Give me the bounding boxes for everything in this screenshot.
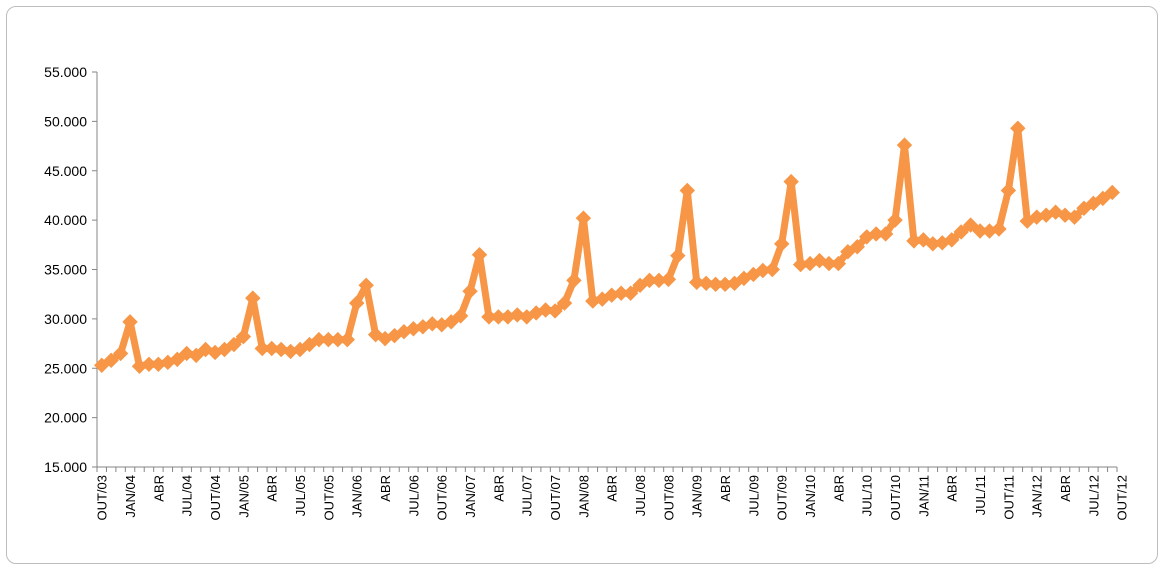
data-point-marker [556, 295, 573, 311]
data-point-marker [679, 182, 695, 199]
x-tick-label: OUT/11 [1001, 475, 1016, 520]
data-point-marker [1095, 190, 1111, 207]
data-point-marker [1000, 182, 1017, 199]
x-tick-label: JAN/08 [576, 475, 591, 518]
data-point-marker [169, 351, 185, 368]
y-tick-label: 35.000 [44, 262, 87, 278]
y-tick-label: 45.000 [44, 163, 87, 179]
x-tick-label: ABR [831, 475, 846, 502]
x-tick-label: OUT/05 [321, 475, 336, 521]
data-point-marker [575, 210, 592, 226]
chart-frame: 15.000 20.000 25.000 30.000 35.000 40.000 45.0… [6, 6, 1158, 564]
data-point-marker [122, 314, 138, 330]
data-point-marker [235, 328, 252, 345]
x-tick-label: JAN/05 [236, 475, 251, 518]
x-tick-label: OUT/08 [661, 475, 676, 521]
data-point-marker [264, 340, 280, 357]
data-point-marker [547, 303, 563, 319]
data-point-marker [774, 236, 790, 252]
data-point-marker [698, 275, 714, 292]
x-tick-label: JUL/07 [520, 475, 535, 516]
x-tick-label: JUL/06 [406, 475, 421, 516]
x-tick-label: OUT/09 [775, 475, 790, 521]
x-tick-label: ABR [491, 475, 506, 502]
data-point-marker [112, 345, 129, 362]
data-point-marker [103, 352, 119, 369]
x-tick-label: OUT/03 [95, 475, 110, 521]
x-tick-label: JUL/10 [860, 475, 875, 516]
data-point-marker [670, 247, 686, 264]
data-point-marker [339, 331, 355, 348]
x-tick-label: JUL/12 [1086, 475, 1101, 516]
x-tick-label: JUL/08 [633, 475, 648, 516]
data-point-marker [660, 271, 677, 288]
data-point-marker [1066, 209, 1083, 225]
x-tick-label: JUL/11 [973, 475, 988, 515]
x-tick-label: JAN/10 [803, 475, 818, 518]
x-tick-label: ABR [378, 475, 393, 502]
x-axis: OUT/03 JAN/04 ABR JUL/04 OUT/04 JAN/05 ABR JUL/… [95, 466, 1130, 521]
data-point-marker [349, 295, 365, 311]
data-point-marker [471, 246, 488, 263]
y-tick-label: 20.000 [44, 410, 87, 426]
x-tick-label: JAN/07 [463, 475, 478, 518]
data-point-marker [443, 314, 459, 330]
x-tick-label: ABR [945, 475, 960, 502]
series-path [98, 124, 1116, 370]
data-point-marker [226, 336, 242, 353]
x-tick-label: JAN/11 [916, 475, 931, 517]
data-point-marker [566, 272, 582, 289]
y-tick-label: 30.000 [44, 311, 87, 327]
x-tick-label: OUT/12 [1115, 475, 1130, 521]
y-tick-label: 15.000 [44, 459, 87, 475]
data-point-marker [764, 261, 780, 278]
x-tick-label: OUT/10 [888, 475, 903, 521]
x-tick-label: OUT/04 [208, 475, 223, 521]
data-point-marker [962, 217, 979, 233]
x-tick-label: JAN/12 [1030, 475, 1045, 518]
series-line [94, 120, 1120, 374]
x-tick-label: ABR [605, 475, 620, 502]
data-point-marker [452, 308, 469, 324]
x-tick-label: ABR [151, 475, 166, 502]
data-point-marker [896, 137, 913, 153]
data-point-marker [622, 285, 639, 301]
data-point-marker [887, 212, 903, 228]
data-point-marker [689, 274, 705, 291]
y-tick-label: 40.000 [44, 212, 87, 228]
data-point-marker [358, 277, 374, 294]
x-tick-label: JUL/05 [293, 475, 308, 516]
y-axis: 15.000 20.000 25.000 30.000 35.000 40.000 45.0… [44, 64, 98, 475]
data-point-marker [424, 316, 440, 332]
data-point-marker [245, 290, 261, 306]
data-point-marker [188, 347, 204, 364]
y-tick-label: 50.000 [44, 113, 87, 129]
line-chart: 15.000 20.000 25.000 30.000 35.000 40.000 45.0… [44, 64, 1130, 521]
x-tick-label: JUL/09 [746, 475, 761, 516]
x-tick-label: JUL/04 [180, 475, 195, 516]
x-tick-label: JAN/09 [690, 475, 705, 518]
x-tick-label: OUT/07 [548, 475, 563, 521]
x-tick-label: JAN/06 [350, 475, 365, 518]
data-point-marker [944, 232, 960, 248]
x-tick-label: JAN/04 [123, 475, 138, 518]
x-tick-label: ABR [718, 475, 733, 502]
data-point-marker [849, 239, 865, 255]
x-tick-label: ABR [265, 475, 280, 502]
x-tick-label: ABR [1058, 475, 1073, 502]
y-tick-label: 25.000 [44, 360, 87, 376]
data-point-marker [953, 224, 969, 240]
data-point-marker [1010, 120, 1026, 136]
data-point-marker [830, 255, 847, 272]
x-tick-label: OUT/06 [435, 475, 450, 521]
data-point-marker [991, 221, 1007, 237]
data-point-marker [1104, 184, 1120, 201]
data-point-marker [462, 283, 478, 299]
y-tick-label: 55.000 [44, 64, 87, 80]
data-point-marker [783, 173, 799, 190]
data-point-marker [877, 226, 894, 242]
data-point-marker [537, 302, 554, 318]
